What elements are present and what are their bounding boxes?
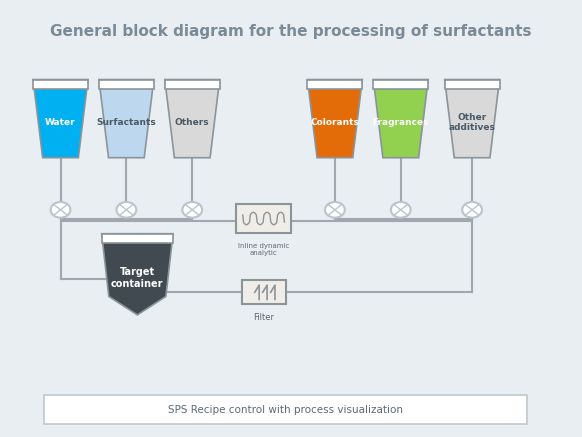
Text: Surfactants: Surfactants xyxy=(97,118,156,127)
FancyBboxPatch shape xyxy=(236,205,291,232)
Polygon shape xyxy=(373,80,428,89)
Polygon shape xyxy=(33,80,88,158)
Polygon shape xyxy=(445,80,499,158)
Polygon shape xyxy=(99,80,154,89)
Polygon shape xyxy=(102,234,173,315)
Circle shape xyxy=(462,202,482,218)
Polygon shape xyxy=(373,80,428,158)
Circle shape xyxy=(325,202,345,218)
Text: Fragrances: Fragrances xyxy=(372,118,429,127)
Text: Water: Water xyxy=(45,118,76,127)
Circle shape xyxy=(391,202,411,218)
Text: Inline dynamic
analytic: Inline dynamic analytic xyxy=(238,243,289,257)
FancyBboxPatch shape xyxy=(242,281,286,304)
FancyBboxPatch shape xyxy=(44,395,527,423)
Circle shape xyxy=(116,202,136,218)
Text: Other
additives: Other additives xyxy=(449,113,495,132)
Polygon shape xyxy=(33,80,88,89)
Text: General block diagram for the processing of surfactants: General block diagram for the processing… xyxy=(50,24,532,39)
Text: Filter: Filter xyxy=(253,313,274,322)
Circle shape xyxy=(51,202,70,218)
Polygon shape xyxy=(102,234,173,243)
Polygon shape xyxy=(445,80,499,89)
Polygon shape xyxy=(99,80,154,158)
Polygon shape xyxy=(165,80,219,158)
Text: Target
container: Target container xyxy=(111,267,164,289)
Text: Colorants: Colorants xyxy=(310,118,359,127)
Polygon shape xyxy=(307,80,363,158)
Polygon shape xyxy=(165,80,219,89)
Text: SPS Recipe control with process visualization: SPS Recipe control with process visualiz… xyxy=(168,405,403,415)
Circle shape xyxy=(182,202,202,218)
Polygon shape xyxy=(307,80,363,89)
Text: Others: Others xyxy=(175,118,210,127)
